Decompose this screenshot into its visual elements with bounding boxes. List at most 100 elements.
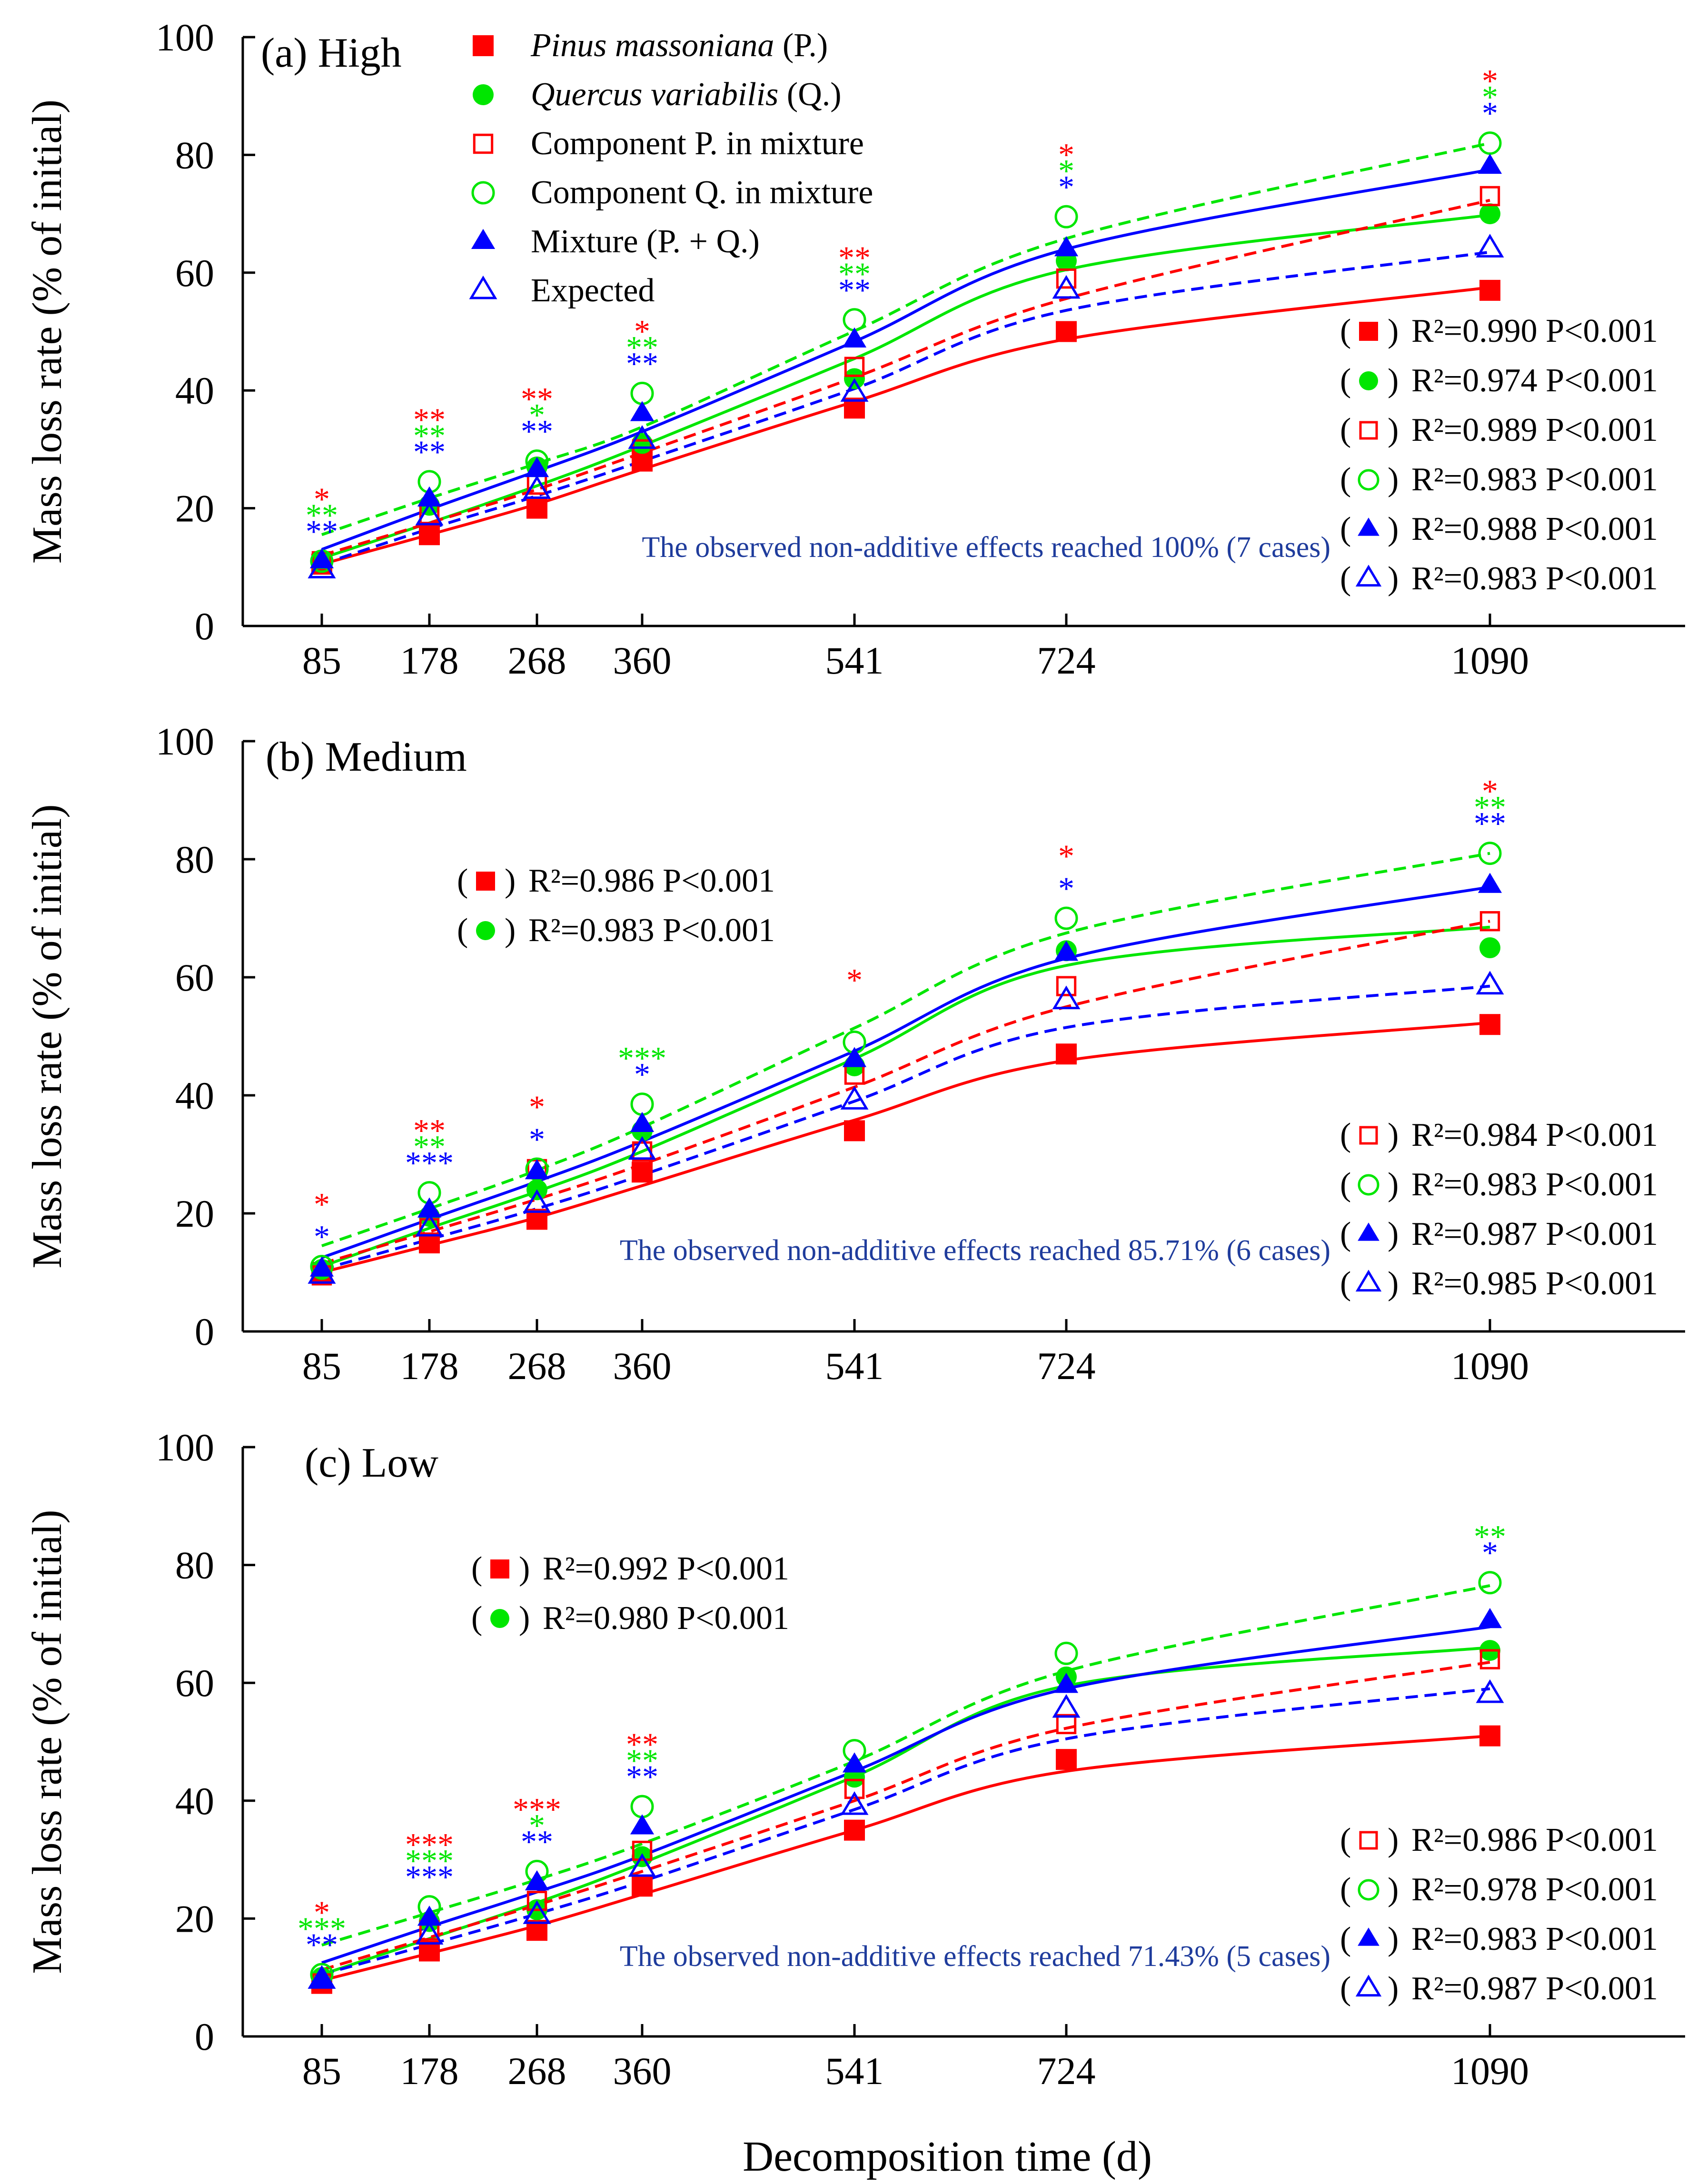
r2-label-Pm: R²=0.984 P<0.001 bbox=[1411, 1117, 1658, 1153]
x-tick-label: 178 bbox=[400, 1344, 459, 1388]
r2-row-top-P: () R²=0.986 P<0.001 bbox=[457, 863, 775, 899]
r2-marker-Pm bbox=[1359, 1831, 1378, 1850]
panel-2: 0 20 40 60 80 100 85 178 268 360 541 724 1090 Mass lo… bbox=[24, 1426, 1685, 2093]
significance-red: * bbox=[1058, 136, 1074, 172]
panels: 0 20 40 60 80 100 85 178 268 360 541 724 1090 Mass lo… bbox=[24, 16, 1685, 2093]
r2-row-Q: () R²=0.974 P<0.001 bbox=[1340, 362, 1658, 399]
legend-marker-Pm bbox=[473, 133, 494, 154]
legend-label-E: Expected bbox=[531, 272, 655, 309]
fit-line-Pm bbox=[321, 920, 1490, 1265]
point-M bbox=[417, 1197, 442, 1218]
x-tick-label: 360 bbox=[613, 2049, 672, 2093]
r2-marker-Pm bbox=[1359, 421, 1378, 440]
r2-row-E: () R²=0.983 P<0.001 bbox=[1340, 560, 1658, 597]
r2-marker-M bbox=[1358, 517, 1379, 536]
y-tick-label: 80 bbox=[175, 133, 214, 177]
fit-line-M bbox=[321, 885, 1490, 1259]
x-tick-label: 724 bbox=[1037, 639, 1096, 682]
significance-green: * bbox=[529, 397, 545, 433]
panel-title: (b) Medium bbox=[266, 734, 467, 780]
point-P bbox=[1479, 279, 1500, 301]
paren-close: ) bbox=[1388, 313, 1399, 349]
paren-close: ) bbox=[1388, 1871, 1399, 1908]
paren-open: ( bbox=[1340, 313, 1351, 349]
significance-green: ** bbox=[413, 417, 446, 454]
legend-label-italic: Quercus variabilis bbox=[531, 76, 778, 113]
point-E bbox=[1476, 1679, 1504, 1703]
paren-close: ) bbox=[1388, 1117, 1399, 1153]
significance-red: * bbox=[1482, 773, 1498, 809]
point-Pm bbox=[632, 439, 653, 460]
y-axis-title: Mass loss rate (% of initial) bbox=[24, 804, 70, 1268]
point-P bbox=[1056, 1749, 1077, 1770]
point-Qm bbox=[310, 1255, 334, 1279]
point-M bbox=[525, 457, 549, 477]
significance-blue: * bbox=[1058, 169, 1074, 205]
point-Qm bbox=[1054, 1641, 1078, 1665]
r2-row-P: () R²=0.990 P<0.001 bbox=[1340, 313, 1658, 349]
significance-red: * bbox=[314, 481, 330, 517]
point-Qm bbox=[1478, 131, 1502, 155]
x-tick-label: 724 bbox=[1037, 1344, 1096, 1388]
y-tick-label: 40 bbox=[175, 1074, 214, 1117]
r2-row-Pm: () R²=0.984 P<0.001 bbox=[1340, 1117, 1658, 1153]
point-Pm bbox=[1056, 268, 1077, 289]
legend-marker-E bbox=[469, 275, 497, 299]
y-tick-label: 0 bbox=[195, 1310, 214, 1353]
fit-line-M bbox=[321, 1625, 1490, 1965]
fit-line-M bbox=[321, 168, 1490, 551]
r2-marker-P bbox=[1359, 322, 1378, 341]
fit-line-Pm bbox=[321, 1660, 1490, 1971]
r2-label-M: R²=0.983 P<0.001 bbox=[1411, 1921, 1658, 1957]
r2-row-M: () R²=0.988 P<0.001 bbox=[1340, 511, 1658, 547]
paren-close: ) bbox=[519, 1550, 530, 1587]
r2-label-Q: R²=0.983 P<0.001 bbox=[528, 912, 775, 949]
x-tick-label: 85 bbox=[302, 1344, 341, 1388]
point-M bbox=[1478, 1608, 1502, 1628]
x-tick-label: 360 bbox=[613, 1344, 672, 1388]
y-tick-label: 20 bbox=[175, 487, 214, 530]
significance-green: * bbox=[1482, 79, 1498, 115]
point-Q bbox=[1479, 937, 1500, 958]
paren-open: ( bbox=[1340, 511, 1351, 547]
paren-open: ( bbox=[1340, 560, 1351, 597]
paren-close: ) bbox=[1388, 1265, 1399, 1302]
significance-red: * bbox=[314, 1894, 330, 1930]
y-tick-label: 40 bbox=[175, 1779, 214, 1823]
fit-line-E bbox=[321, 1687, 1490, 1976]
point-P bbox=[844, 1819, 865, 1841]
non-additive-note: The observed non-additive effects reache… bbox=[620, 1234, 1330, 1267]
point-E bbox=[628, 425, 656, 449]
point-E bbox=[415, 501, 444, 526]
point-E bbox=[308, 1965, 336, 1989]
r2-marker-M bbox=[1358, 1927, 1379, 1946]
paren-close: ) bbox=[1388, 1166, 1399, 1203]
fit-line-Q bbox=[321, 925, 1490, 1268]
significance-red: ** bbox=[413, 401, 446, 437]
fit-line-Qm bbox=[321, 852, 1490, 1248]
significance-red: ** bbox=[521, 381, 553, 417]
panel-title: (a) High bbox=[261, 30, 402, 76]
point-M bbox=[1054, 941, 1079, 961]
paren-close: ) bbox=[505, 912, 516, 949]
r2-label-M: R²=0.987 P<0.001 bbox=[1411, 1216, 1658, 1252]
non-additive-note: The observed non-additive effects reache… bbox=[642, 531, 1330, 564]
point-Pm bbox=[844, 357, 865, 377]
point-E bbox=[628, 1853, 656, 1877]
paren-close: ) bbox=[1388, 362, 1399, 399]
paren-close: ) bbox=[1388, 1822, 1399, 1858]
significance-red: ** bbox=[413, 1112, 446, 1149]
point-E bbox=[1052, 275, 1081, 299]
significance-blue: ** bbox=[838, 272, 871, 308]
point-E bbox=[523, 475, 551, 499]
legend: Pinus massoniana (P.) Quercus variabilis … bbox=[469, 27, 873, 309]
legend-label-P: Pinus massoniana (P.) bbox=[530, 27, 828, 64]
point-M bbox=[1478, 873, 1502, 893]
legend-label-italic: Pinus massoniana bbox=[530, 27, 774, 64]
significance-blue: ** bbox=[626, 1758, 658, 1795]
paren-close: ) bbox=[1388, 1921, 1399, 1957]
significance-blue: ** bbox=[521, 1823, 553, 1859]
significance-green: ** bbox=[1474, 1519, 1506, 1555]
point-E bbox=[523, 1189, 551, 1213]
